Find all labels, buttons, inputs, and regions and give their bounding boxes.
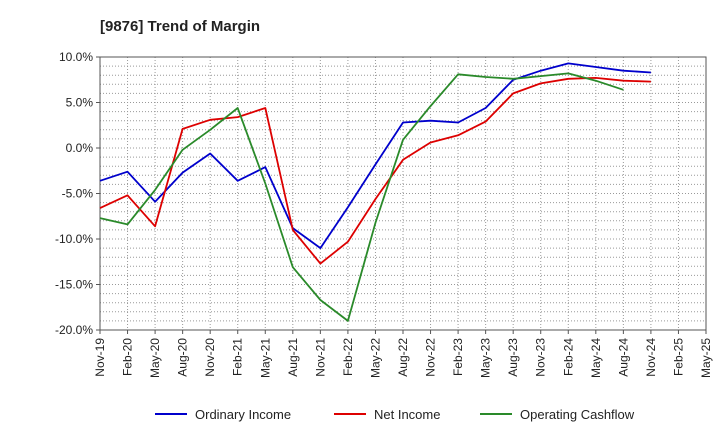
y-tick-label: 10.0%	[59, 50, 93, 64]
x-tick-label: Feb-24	[561, 338, 575, 376]
chart-title: [9876] Trend of Margin	[100, 18, 260, 35]
x-tick-label: Nov-22	[424, 338, 438, 377]
y-tick-label: -5.0%	[62, 187, 94, 201]
legend-label: Ordinary Income	[195, 407, 291, 422]
x-tick-label: Nov-23	[534, 338, 548, 377]
x-tick-label: Feb-22	[341, 338, 355, 376]
x-tick-label: May-22	[368, 338, 382, 378]
x-tick-label: May-21	[258, 338, 272, 378]
series-lines	[99, 62, 651, 322]
y-tick-label: 0.0%	[66, 141, 94, 155]
x-tick-label: May-24	[589, 338, 603, 378]
x-tick-label: Aug-20	[176, 338, 190, 377]
x-tick-label: May-23	[479, 338, 493, 378]
series-line-operating-cashflow	[99, 72, 624, 322]
x-tick-label: Feb-23	[451, 338, 465, 376]
x-tick-label: Nov-20	[203, 338, 217, 377]
y-tick-label: -15.0%	[55, 278, 93, 292]
legend-label: Operating Cashflow	[520, 407, 635, 422]
x-tick-label: Nov-21	[313, 338, 327, 377]
x-tick-label: Nov-24	[644, 338, 658, 377]
x-tick-label: May-20	[148, 338, 162, 378]
x-tick-label: May-25	[699, 338, 713, 378]
grid-lines	[99, 56, 707, 331]
x-axis: Nov-19 Feb-20 May-20 Aug-20 Nov-20 Feb-21 May-…	[93, 330, 713, 378]
y-tick-label: 5.0%	[66, 96, 94, 110]
legend: Ordinary Income Net Income Operating Cashf…	[155, 407, 635, 422]
y-axis: 10.0% 5.0% 0.0% -5.0% -10.0% -15.0% -20.0%	[55, 50, 100, 337]
x-tick-label: Feb-20	[121, 338, 135, 376]
legend-label: Net Income	[374, 407, 440, 422]
series-line-net-income	[99, 77, 651, 265]
x-tick-label: Aug-24	[616, 338, 630, 377]
series-line-ordinary-income	[99, 62, 651, 249]
y-tick-label: -10.0%	[55, 232, 93, 246]
x-tick-label: Aug-22	[396, 338, 410, 377]
x-tick-label: Nov-19	[93, 338, 107, 377]
x-tick-label: Feb-25	[671, 338, 685, 376]
x-tick-label: Aug-21	[286, 338, 300, 377]
x-tick-label: Aug-23	[506, 338, 520, 377]
y-tick-label: -20.0%	[55, 323, 93, 337]
x-tick-label: Feb-21	[231, 338, 245, 376]
